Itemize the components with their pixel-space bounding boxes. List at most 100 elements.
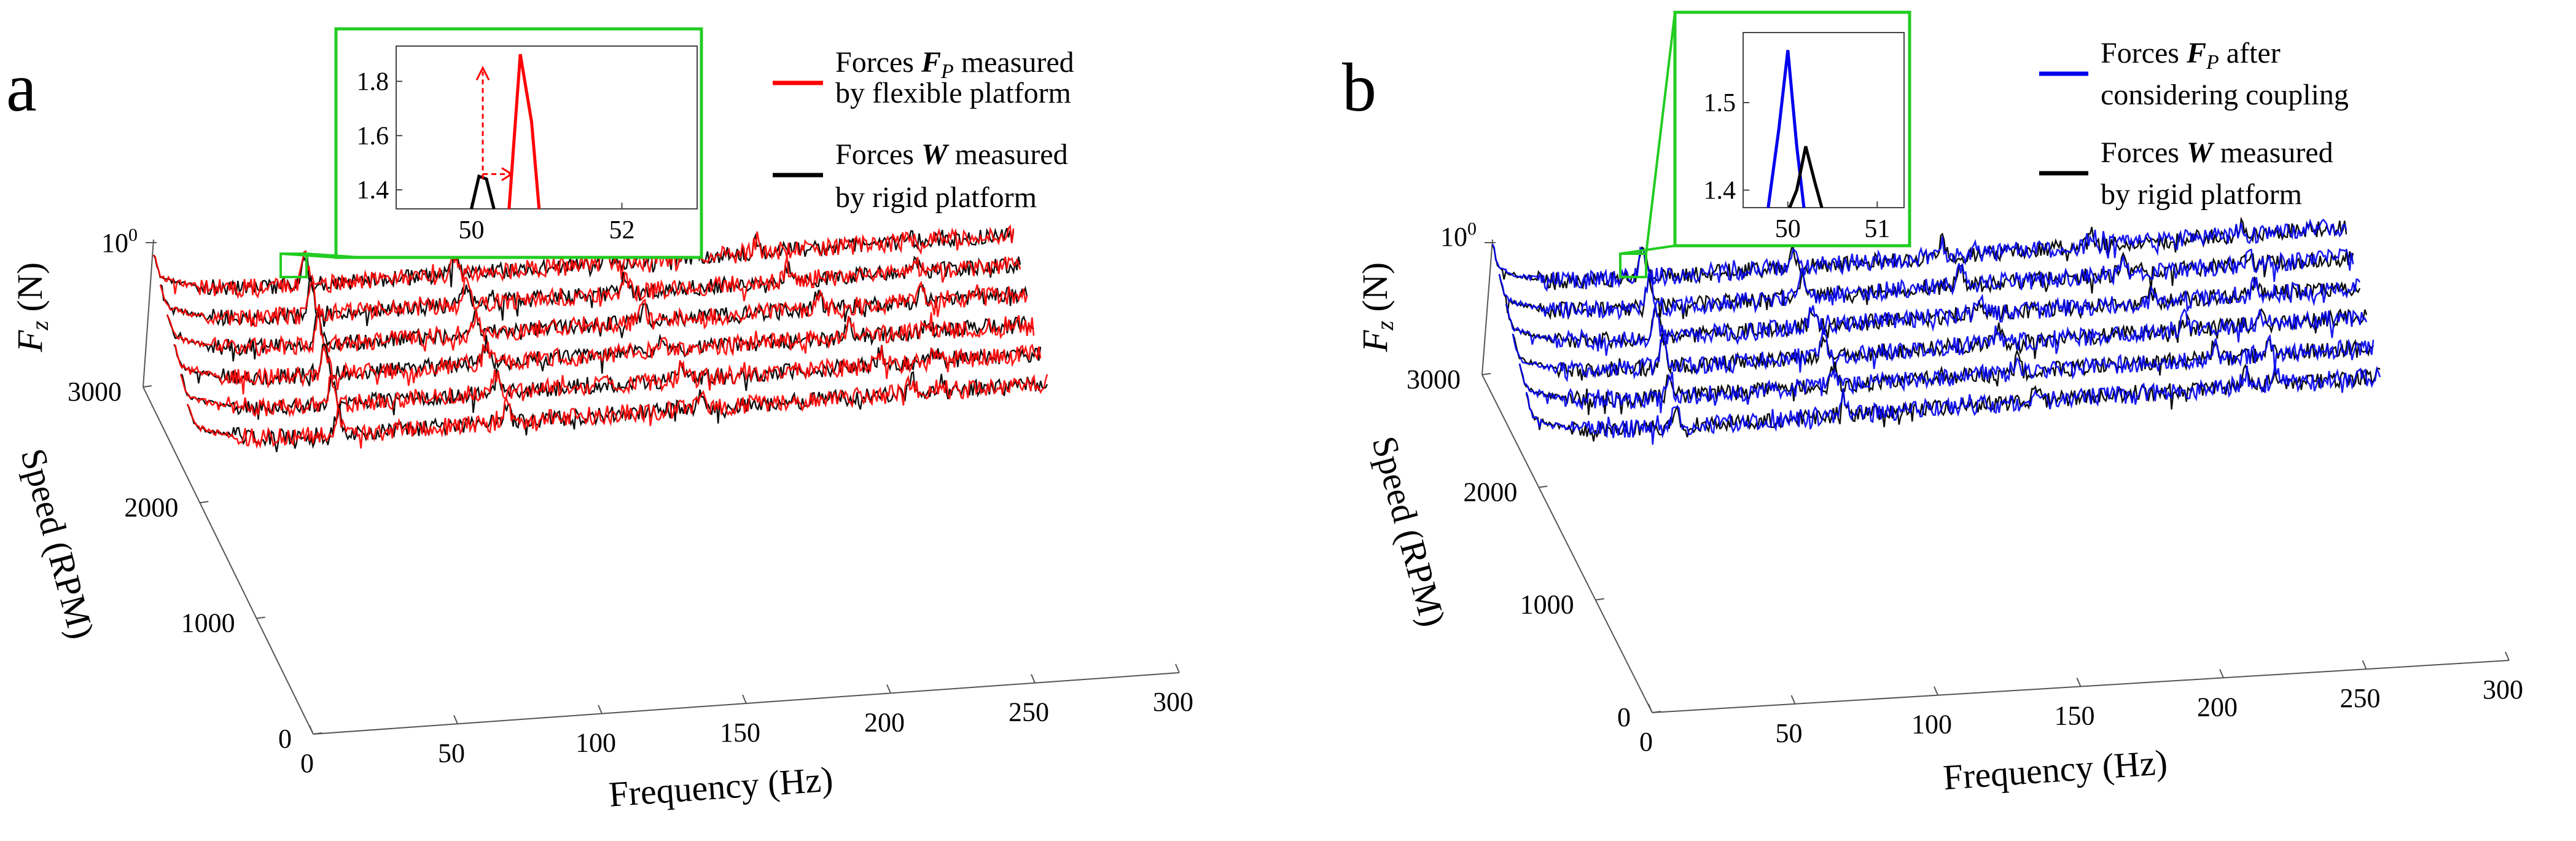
speed-tick (200, 501, 209, 504)
spectrum-line-3000-primary (153, 224, 1015, 300)
z-tick-base: 10 (101, 228, 128, 258)
inset-y-tick-label: 1.6 (357, 122, 389, 151)
z-axis-title-unit: (N) (1355, 262, 1395, 321)
legend-symbol: F (2186, 37, 2206, 69)
z-tick-base: 10 (1440, 222, 1467, 252)
z-axis-title-symbol: F (10, 330, 50, 353)
frequency-tick (598, 705, 603, 714)
legend-entry-line2: considering coupling (2101, 79, 2349, 111)
inset-plot-area (396, 45, 698, 209)
spectrum-line-1000-primary (179, 343, 1042, 418)
frequency-tick-label: 100 (1911, 710, 1952, 740)
speed-tick (142, 385, 152, 388)
spectrum-line-2000-rigid (166, 284, 1028, 362)
inset-x-tick-label: 52 (609, 216, 635, 244)
speed-tick-label: 2000 (1463, 477, 1517, 507)
inset-arrow-head-up (475, 65, 490, 81)
speed-tick-label: 3000 (68, 377, 122, 407)
frequency-tick (309, 725, 314, 735)
frequency-tick (2219, 668, 2224, 678)
z-tick-exponent: 0 (128, 225, 138, 245)
spectrum-line-2500-primary (159, 256, 1021, 327)
spectrum-line-2500-primary (1498, 248, 2354, 321)
inset-connector-right (306, 252, 361, 259)
panel-label: b (1342, 50, 1376, 126)
spectrum-line-1000-primary (1518, 334, 2375, 413)
frequency-tick (1790, 695, 1796, 705)
frequency-tick-label: 150 (720, 718, 760, 748)
spectrum-line-1500-primary (1512, 308, 2368, 383)
speed-tick (1481, 373, 1491, 375)
frequency-tick-label: 250 (1009, 697, 1049, 727)
inset-plot-area (1743, 32, 1905, 208)
z-axis-title-subscript: z (1371, 321, 1399, 331)
frequency-tick-label: 0 (300, 748, 314, 778)
speed-axis-line (1481, 374, 1653, 713)
inset-connector-left (280, 252, 337, 259)
speed-tick-label: 0 (278, 724, 292, 754)
legend-symbol-subscript: P (2206, 51, 2219, 74)
z-axis-title: Fz (N) (10, 262, 53, 353)
inset-y-tick-label: 1.5 (1704, 89, 1736, 117)
speed-tick (313, 732, 322, 735)
inset-x-tick-label: 50 (1775, 215, 1801, 243)
speed-tick-label: 1000 (181, 608, 235, 638)
inset-arrow-head-right (501, 167, 513, 181)
legend-entry-line1: Forces W measured (2101, 136, 2333, 169)
z-tick-label: 100 (101, 225, 138, 258)
frequency-tick (1031, 674, 1036, 684)
legend-name: Forces (2101, 37, 2187, 69)
z-axis-line (142, 239, 154, 388)
legend-symbol: W (921, 138, 950, 171)
frequency-tick (742, 694, 747, 704)
frequency-tick-label: 0 (1639, 727, 1653, 757)
speed-tick-label: 0 (1617, 702, 1631, 732)
speed-tick-label: 3000 (1407, 364, 1461, 394)
legend-name: Forces (2101, 136, 2187, 169)
spectrum-line-500-rigid (186, 370, 1048, 453)
frequency-tick (1934, 686, 1938, 696)
frequency-tick-label: 50 (1776, 718, 1803, 748)
speed-tick-label: 2000 (124, 492, 178, 522)
z-axis-line (1481, 239, 1493, 375)
frequency-tick-label: 200 (864, 707, 905, 737)
spectrum-line-500-primary (1525, 364, 2381, 445)
legend-tail: measured (2213, 136, 2333, 169)
spectrum-line-3000-primary (1491, 218, 2348, 292)
frequency-tick-label: 100 (576, 728, 616, 758)
speed-axis-title: Speed (RPM) (1364, 432, 1453, 630)
inset-x-tick-label: 51 (1864, 215, 1890, 243)
zoom-marker-box (1619, 252, 1647, 278)
legend-tail: measured (954, 46, 1074, 79)
z-tick-exponent: 0 (1467, 219, 1477, 239)
speed-tick-label: 1000 (1520, 590, 1574, 620)
frequency-axis-title: Frequency (Hz) (607, 759, 834, 814)
z-axis-title-symbol: F (1355, 330, 1395, 353)
frequency-tick (2362, 660, 2367, 670)
frequency-tick-label: 300 (1153, 687, 1193, 717)
legend-entry-line2: by flexible platform (835, 77, 1071, 109)
inset-x-tick-label: 50 (459, 216, 485, 244)
frequency-tick (1175, 663, 1180, 673)
spectrum-line-2000-primary (166, 280, 1028, 357)
frequency-tick (453, 714, 458, 724)
spectrum-line-2000-primary (1505, 276, 2361, 356)
inset-y-tick-label: 1.4 (357, 176, 389, 205)
speed-tick (256, 616, 265, 619)
frequency-axis-title: Frequency (Hz) (1942, 742, 2169, 797)
legend-name: Forces (835, 138, 921, 171)
legend-name: Forces (835, 46, 921, 79)
spectrum-line-500-primary (186, 374, 1048, 450)
legend-entry-line1: Forces FP after (2101, 37, 2281, 74)
frequency-tick-label: 200 (2197, 692, 2238, 722)
inset-y-tick-label: 1.4 (1704, 177, 1736, 205)
legend-symbol-subscript: P (940, 60, 954, 83)
inset-y-tick-label: 1.8 (357, 68, 389, 96)
legend-tail: after (2219, 37, 2281, 69)
frequency-tick-label: 250 (2340, 683, 2381, 713)
frequency-tick-label: 50 (438, 738, 465, 768)
z-axis-title-unit: (N) (10, 262, 50, 321)
inset-series-rigid (1788, 146, 1824, 208)
